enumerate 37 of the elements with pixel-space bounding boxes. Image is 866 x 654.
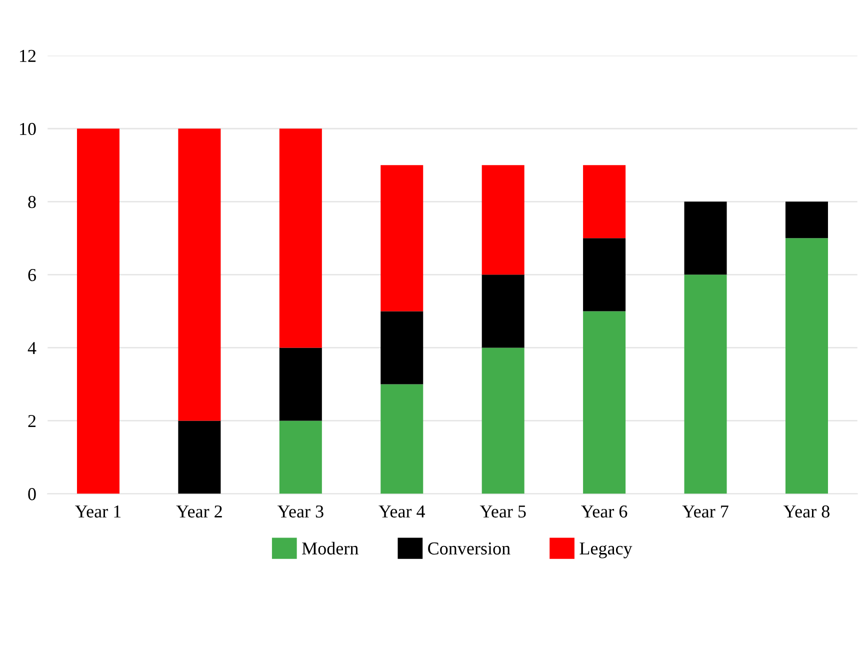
bar	[482, 348, 524, 494]
legend-label: Legacy	[580, 542, 632, 558]
x-tick-label: Year 8	[784, 505, 830, 518]
bar	[583, 311, 626, 494]
bar	[583, 165, 626, 238]
x-tick-label: Year 6	[581, 505, 628, 518]
y-tick-label: 10	[20, 122, 36, 136]
bar	[785, 202, 828, 238]
bar	[785, 238, 828, 494]
x-tick-label: Year 1	[75, 505, 121, 518]
bar	[178, 128, 221, 421]
legend-label: Conversion	[428, 542, 510, 555]
y-tick-label: 4	[28, 342, 36, 354]
y-tick-label: 8	[28, 196, 36, 208]
y-tick-label: 2	[28, 415, 36, 428]
bar	[178, 420, 221, 494]
y-tick-label: 6	[28, 268, 36, 282]
bar	[583, 238, 626, 312]
bar	[482, 274, 524, 348]
bar	[684, 274, 727, 494]
x-tick-label: Year 2	[176, 505, 222, 518]
legend-label: Modern	[302, 542, 358, 555]
bar	[380, 384, 424, 494]
bar	[279, 128, 322, 348]
bar	[279, 420, 322, 494]
bar	[76, 128, 120, 494]
bar	[380, 311, 424, 384]
x-tick-label: Year 3	[277, 505, 324, 518]
y-tick-label: 12	[20, 50, 36, 62]
x-tick-label: Year 4	[378, 506, 426, 518]
bar	[684, 202, 727, 275]
bar	[380, 165, 424, 312]
x-tick-label: Year 7	[682, 506, 728, 518]
bar	[482, 165, 524, 275]
y-tick-label: 0	[28, 488, 36, 500]
bar	[279, 348, 322, 421]
x-tick-label: Year 5	[480, 506, 526, 518]
